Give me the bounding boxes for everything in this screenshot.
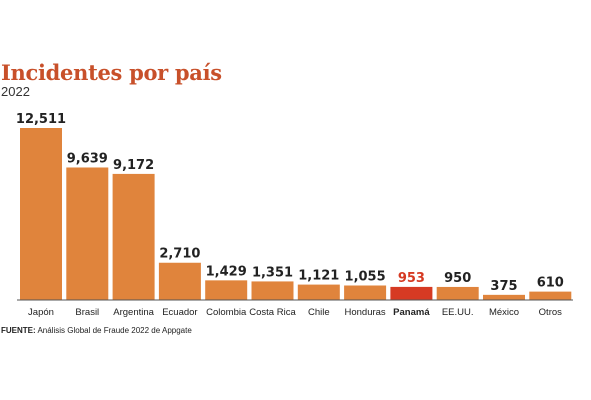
- bar-honduras: [344, 285, 387, 300]
- category-label: Argentina: [113, 307, 154, 318]
- chart-subtitle: 2022: [1, 84, 30, 99]
- bar-chile: [297, 284, 340, 300]
- category-label: Colombia: [206, 307, 247, 318]
- value-label: 1,121: [298, 269, 339, 284]
- value-label: 9,172: [113, 158, 154, 173]
- bar-japón: [20, 128, 62, 300]
- category-label: Costa Rica: [249, 307, 296, 318]
- bar-costa-rica: [251, 281, 294, 300]
- category-label: Ecuador: [162, 307, 197, 318]
- value-label: 953: [398, 271, 425, 286]
- value-label: 375: [490, 279, 517, 294]
- bar-otros: [529, 291, 572, 300]
- bar-colombia: [205, 280, 248, 300]
- bar-brasil: [66, 167, 109, 300]
- bar-panamá: [390, 286, 433, 300]
- bar-ecuador: [158, 262, 201, 300]
- value-label: 9,639: [67, 151, 108, 166]
- value-label: 610: [537, 276, 564, 291]
- source-label: FUENTE:: [1, 326, 36, 335]
- source-note: FUENTE: Análisis Global de Fraude 2022 d…: [1, 326, 192, 335]
- value-label: 12,511: [16, 112, 66, 127]
- category-label: México: [489, 307, 519, 318]
- bar-argentina: [112, 173, 155, 300]
- category-label: Panamá: [393, 307, 430, 318]
- category-label: Japón: [28, 307, 54, 318]
- bar-méxico: [483, 294, 525, 300]
- value-label: 1,429: [206, 264, 247, 279]
- value-label: 1,351: [252, 265, 293, 280]
- value-label: 2,710: [159, 247, 200, 262]
- bars-group: 12,511 Japón 9,639 Brasil 9,172 Argentina 2,71…: [16, 112, 572, 318]
- category-label: Chile: [308, 307, 330, 318]
- category-label: Brasil: [75, 307, 99, 318]
- source-text: Análisis Global de Fraude 2022 de Appgat…: [37, 326, 192, 335]
- value-label: 950: [444, 271, 471, 286]
- category-label: EE.UU.: [442, 307, 474, 318]
- value-label: 1,055: [345, 269, 386, 284]
- category-label: Honduras: [344, 307, 385, 318]
- category-label: Otros: [539, 307, 562, 318]
- chart-title: Incidentes por país: [1, 60, 222, 85]
- bar-ee-uu-: [436, 286, 479, 300]
